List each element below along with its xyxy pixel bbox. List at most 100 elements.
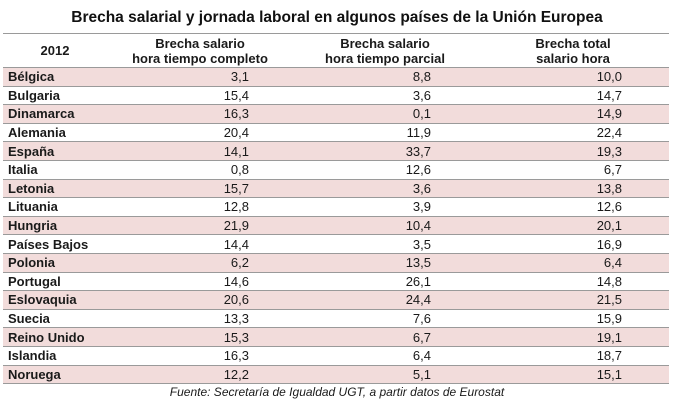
full-time-gap-cell: 20,4: [107, 123, 293, 143]
header-total-line1: Brecha total: [535, 35, 611, 51]
part-time-gap-cell: 3,5: [293, 234, 477, 254]
full-time-gap-cell: 3,1: [107, 67, 293, 87]
full-time-gap-cell: 14,1: [107, 141, 293, 161]
total-gap-cell: 21,5: [477, 290, 669, 310]
table-row: Países Bajos 14,4 3,5 16,9: [3, 234, 669, 254]
part-time-gap-cell: 12,6: [293, 160, 477, 180]
table-row: Noruega 12,2 5,1 15,1: [3, 365, 669, 385]
total-gap-cell: 14,7: [477, 86, 669, 106]
country-cell: Polonia: [3, 253, 107, 273]
table-row: Islandia 16,3 6,4 18,7: [3, 346, 669, 366]
table-row: Italia 0,8 12,6 6,7: [3, 160, 669, 180]
wage-gap-table: 2012 Brecha salario hora tiempo completo…: [3, 33, 669, 385]
full-time-gap-cell: 12,2: [107, 365, 293, 385]
part-time-gap-cell: 6,7: [293, 327, 477, 347]
table-body: Bélgica 3,1 8,8 10,0 Bulgaria 15,4 3,6 1…: [3, 67, 669, 385]
part-time-gap-cell: 26,1: [293, 272, 477, 292]
header-year: 2012: [3, 33, 107, 68]
table-row: Portugal 14,6 26,1 14,8: [3, 272, 669, 292]
part-time-gap-cell: 11,9: [293, 123, 477, 143]
country-cell: España: [3, 141, 107, 161]
total-gap-cell: 10,0: [477, 67, 669, 87]
country-cell: Bélgica: [3, 67, 107, 87]
header-part-time: Brecha salario hora tiempo parcial: [293, 33, 477, 68]
table-row: Polonia 6,2 13,5 6,4: [3, 253, 669, 273]
full-time-gap-cell: 15,3: [107, 327, 293, 347]
table-row: Bélgica 3,1 8,8 10,0: [3, 67, 669, 87]
part-time-gap-cell: 33,7: [293, 141, 477, 161]
country-cell: Islandia: [3, 346, 107, 366]
source-note: Fuente: Secretaría de Igualdad UGT, a pa…: [169, 385, 505, 399]
header-full-time: Brecha salario hora tiempo completo: [107, 33, 293, 68]
table-row: Suecia 13,3 7,6 15,9: [3, 309, 669, 329]
country-cell: Hungria: [3, 216, 107, 236]
total-gap-cell: 19,1: [477, 327, 669, 347]
part-time-gap-cell: 6,4: [293, 346, 477, 366]
full-time-gap-cell: 13,3: [107, 309, 293, 329]
country-cell: Letonia: [3, 179, 107, 199]
table-header: 2012 Brecha salario hora tiempo completo…: [3, 33, 669, 68]
total-gap-cell: 6,7: [477, 160, 669, 180]
full-time-gap-cell: 16,3: [107, 346, 293, 366]
header-full-time-line1: Brecha salario: [155, 35, 245, 51]
country-cell: Lituania: [3, 197, 107, 217]
part-time-gap-cell: 24,4: [293, 290, 477, 310]
table-row: Letonia 15,7 3,6 13,8: [3, 179, 669, 199]
full-time-gap-cell: 21,9: [107, 216, 293, 236]
total-gap-cell: 15,9: [477, 309, 669, 329]
table-row: Alemania 20,4 11,9 22,4: [3, 123, 669, 143]
header-row: 2012 Brecha salario hora tiempo completo…: [3, 33, 669, 68]
full-time-gap-cell: 12,8: [107, 197, 293, 217]
header-total: Brecha total salario hora: [477, 33, 669, 68]
table-row: Hungria 21,9 10,4 20,1: [3, 216, 669, 236]
header-part-time-line2: hora tiempo parcial: [325, 50, 445, 66]
full-time-gap-cell: 14,6: [107, 272, 293, 292]
full-time-gap-cell: 15,4: [107, 86, 293, 106]
part-time-gap-cell: 3,6: [293, 179, 477, 199]
country-cell: Bulgaria: [3, 86, 107, 106]
page-title: Brecha salarial y jornada laboral en alg…: [71, 9, 603, 26]
part-time-gap-cell: 5,1: [293, 365, 477, 385]
header-total-line2: salario hora: [536, 50, 610, 66]
full-time-gap-cell: 0,8: [107, 160, 293, 180]
table-row: Dinamarca 16,3 0,1 14,9: [3, 104, 669, 124]
total-gap-cell: 20,1: [477, 216, 669, 236]
full-time-gap-cell: 14,4: [107, 234, 293, 254]
part-time-gap-cell: 3,6: [293, 86, 477, 106]
header-full-time-line2: hora tiempo completo: [132, 50, 268, 66]
country-cell: Reino Unido: [3, 327, 107, 347]
country-cell: Alemania: [3, 123, 107, 143]
total-gap-cell: 13,8: [477, 179, 669, 199]
total-gap-cell: 14,8: [477, 272, 669, 292]
country-cell: Suecia: [3, 309, 107, 329]
total-gap-cell: 22,4: [477, 123, 669, 143]
total-gap-cell: 18,7: [477, 346, 669, 366]
table-row: Lituania 12,8 3,9 12,6: [3, 197, 669, 217]
country-cell: Portugal: [3, 272, 107, 292]
part-time-gap-cell: 10,4: [293, 216, 477, 236]
part-time-gap-cell: 3,9: [293, 197, 477, 217]
header-part-time-line1: Brecha salario: [340, 35, 430, 51]
full-time-gap-cell: 16,3: [107, 104, 293, 124]
table-row: Eslovaquia 20,6 24,4 21,5: [3, 290, 669, 310]
full-time-gap-cell: 20,6: [107, 290, 293, 310]
country-cell: Eslovaquia: [3, 290, 107, 310]
table-row: Reino Unido 15,3 6,7 19,1: [3, 327, 669, 347]
country-cell: Países Bajos: [3, 234, 107, 254]
country-cell: Noruega: [3, 365, 107, 385]
country-cell: Italia: [3, 160, 107, 180]
total-gap-cell: 19,3: [477, 141, 669, 161]
total-gap-cell: 6,4: [477, 253, 669, 273]
table-row: Bulgaria 15,4 3,6 14,7: [3, 86, 669, 106]
part-time-gap-cell: 13,5: [293, 253, 477, 273]
data-table-wrapper: 2012 Brecha salario hora tiempo completo…: [3, 33, 669, 385]
table-row: España 14,1 33,7 19,3: [3, 141, 669, 161]
total-gap-cell: 12,6: [477, 197, 669, 217]
full-time-gap-cell: 6,2: [107, 253, 293, 273]
full-time-gap-cell: 15,7: [107, 179, 293, 199]
total-gap-cell: 14,9: [477, 104, 669, 124]
total-gap-cell: 16,9: [477, 234, 669, 254]
total-gap-cell: 15,1: [477, 365, 669, 385]
country-cell: Dinamarca: [3, 104, 107, 124]
